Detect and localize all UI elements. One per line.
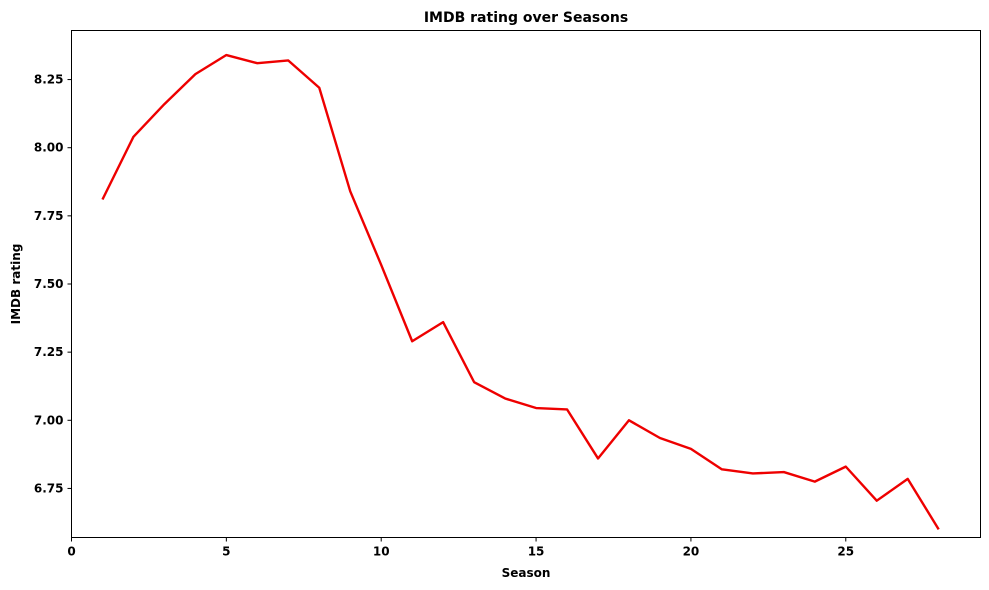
y-tick-label: 6.75 [34, 481, 64, 495]
x-axis-label: Season [502, 566, 551, 580]
y-tick-label: 8.00 [34, 141, 64, 155]
x-tick-label: 0 [67, 545, 75, 559]
x-tick-label: 25 [837, 545, 854, 559]
plot-frame [71, 30, 981, 538]
x-tick-label: 5 [222, 545, 230, 559]
plot-area [71, 30, 981, 538]
y-axis: 6.75 7.00 7.25 7.50 7.75 8.00 8.25 [34, 73, 72, 495]
chart-title: IMDB rating over Seasons [424, 10, 628, 26]
y-tick-label: 7.25 [34, 345, 64, 359]
x-tick-label: 10 [373, 545, 390, 559]
series-line [101, 53, 940, 530]
y-tick-label: 8.25 [34, 73, 64, 87]
y-tick-label: 7.50 [34, 277, 64, 291]
series-group [101, 53, 940, 530]
y-tick-label: 7.00 [34, 413, 64, 427]
y-tick-label: 7.75 [34, 209, 64, 223]
x-tick-label: 20 [683, 545, 700, 559]
y-axis-label: IMDB rating [9, 244, 23, 325]
x-axis: 0 5 10 15 20 25 [67, 537, 854, 559]
x-tick-label: 15 [528, 545, 545, 559]
